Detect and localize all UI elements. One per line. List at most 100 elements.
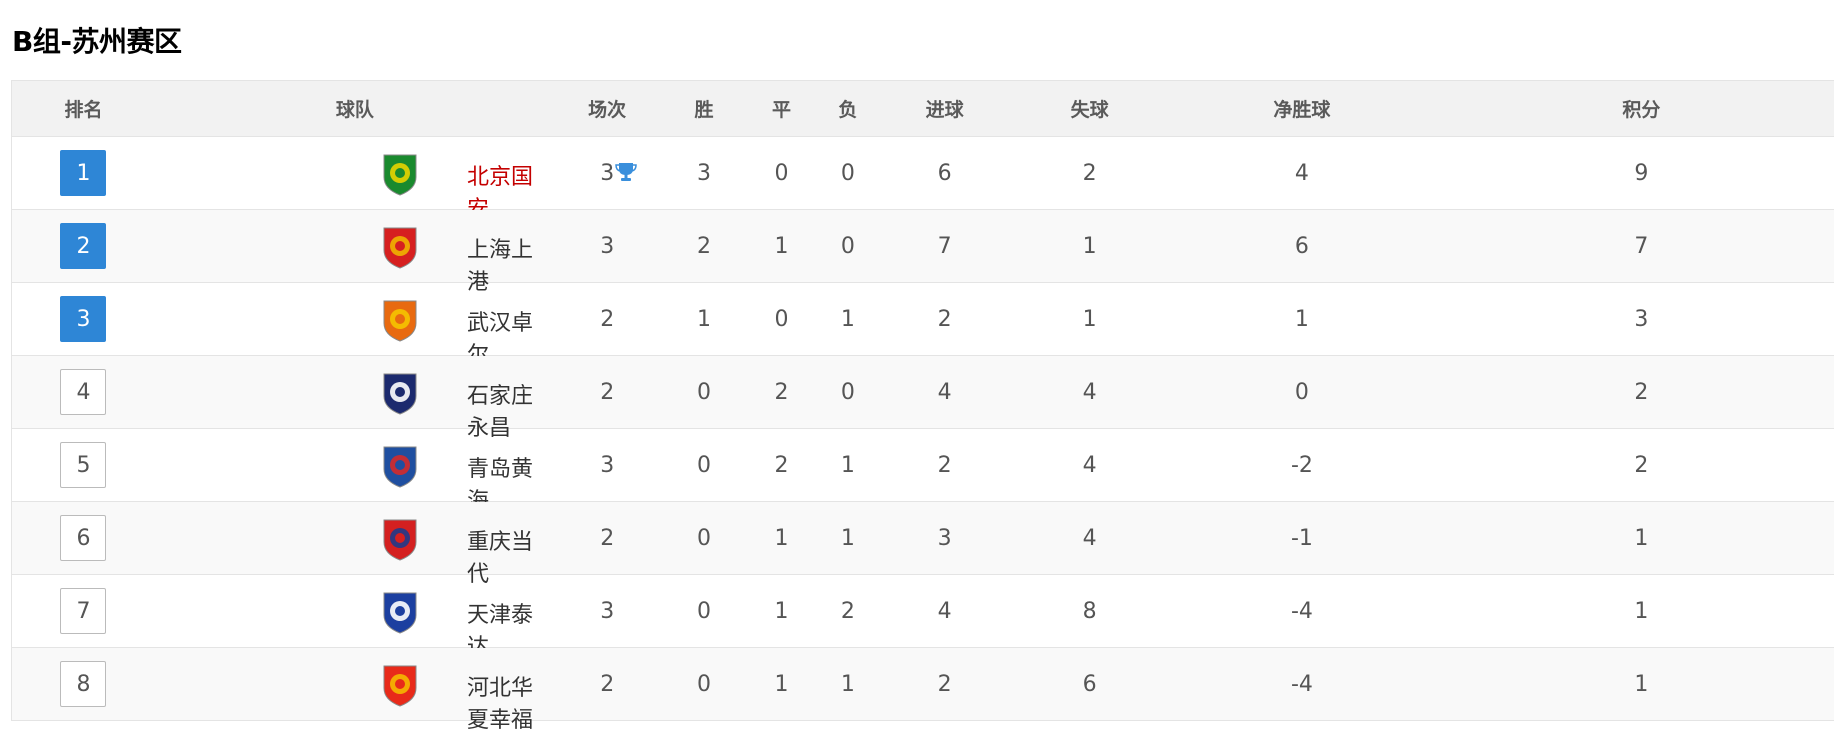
wins-cell: 0 — [659, 574, 749, 648]
draws-cell: 1 — [748, 647, 815, 721]
rank-cell: 1 — [11, 136, 155, 210]
goal-difference-cell: -4 — [1171, 574, 1433, 648]
rank-cell: 6 — [11, 501, 155, 575]
played-cell: 2 — [554, 355, 660, 429]
qingdao-huanghai-logo-icon — [383, 446, 417, 488]
rank-badge: 4 — [60, 369, 107, 415]
header-played[interactable]: 场次 — [554, 80, 660, 137]
header-points[interactable]: 积分 — [1432, 80, 1834, 137]
goals-against-cell: 1 — [1008, 282, 1172, 356]
goal-difference-cell: -2 — [1171, 428, 1433, 502]
goals-against-cell: 4 — [1008, 355, 1172, 429]
header-goals-for[interactable]: 进球 — [881, 80, 1009, 137]
draws-cell: 1 — [748, 501, 815, 575]
table-row[interactable]: 6 重庆当代 2 0 1 1 3 4 -1 1 — [11, 501, 1834, 587]
points-cell: 2 — [1432, 428, 1834, 502]
team-cell: 上海上港 — [154, 209, 555, 295]
rank-badge: 3 — [60, 296, 107, 342]
points-cell: 3 — [1432, 282, 1834, 356]
points-cell: 1 — [1432, 501, 1834, 575]
trophy-icon — [615, 163, 637, 181]
goals-against-cell: 4 — [1008, 501, 1172, 575]
header-goal-difference[interactable]: 净胜球 — [1171, 80, 1433, 137]
header-goals-against[interactable]: 失球 — [1008, 80, 1172, 137]
goals-against-cell: 2 — [1008, 136, 1172, 210]
page-title: B组-苏州赛区 — [12, 25, 182, 58]
goal-difference-cell: -4 — [1171, 647, 1433, 721]
points-cell: 9 — [1432, 136, 1834, 210]
losses-cell: 0 — [814, 136, 882, 210]
draws-cell: 0 — [748, 282, 815, 356]
played-cell: 2 — [554, 647, 660, 721]
header-rank[interactable]: 排名 — [11, 80, 155, 137]
rank-badge: 2 — [60, 223, 107, 269]
rank-cell: 2 — [11, 209, 155, 283]
header-losses[interactable]: 负 — [814, 80, 882, 137]
rank-cell: 4 — [11, 355, 155, 429]
draws-cell: 1 — [748, 209, 815, 283]
wins-cell: 3 — [659, 136, 749, 210]
shanghai-sipg-logo-icon — [383, 227, 417, 269]
points-cell: 1 — [1432, 647, 1834, 721]
goal-difference-cell: -1 — [1171, 501, 1433, 575]
goals-for-cell: 6 — [881, 136, 1009, 210]
rank-cell: 3 — [11, 282, 155, 356]
team-cell: 天津泰达 — [154, 574, 555, 660]
team-cell: 河北华夏幸福 — [154, 647, 555, 733]
header-draws[interactable]: 平 — [748, 80, 815, 137]
header-wins[interactable]: 胜 — [659, 80, 749, 137]
goals-against-cell: 1 — [1008, 209, 1172, 283]
draws-cell: 0 — [748, 136, 815, 210]
draws-cell: 2 — [748, 428, 815, 502]
losses-cell: 1 — [814, 282, 882, 356]
team-cell: 重庆当代 — [154, 501, 555, 587]
tianjin-teda-logo-icon — [383, 592, 417, 634]
goals-for-cell: 4 — [881, 574, 1009, 648]
goal-difference-cell: 4 — [1171, 136, 1433, 210]
goals-for-cell: 2 — [881, 647, 1009, 721]
points-cell: 7 — [1432, 209, 1834, 283]
wins-cell: 0 — [659, 355, 749, 429]
goals-for-cell: 4 — [881, 355, 1009, 429]
played-cell: 3 — [554, 574, 660, 648]
losses-cell: 2 — [814, 574, 882, 648]
played-cell: 3 — [554, 428, 660, 502]
wuhan-zall-logo-icon — [383, 300, 417, 342]
header-team[interactable]: 球队 — [154, 80, 555, 137]
goal-difference-cell: 1 — [1171, 282, 1433, 356]
team-cell: 石家庄永昌 — [154, 355, 555, 441]
losses-cell: 0 — [814, 209, 882, 283]
losses-cell: 1 — [814, 428, 882, 502]
goals-for-cell: 7 — [881, 209, 1009, 283]
table-row[interactable]: 8 河北华夏幸福 2 0 1 1 2 6 -4 1 — [11, 647, 1834, 733]
points-cell: 1 — [1432, 574, 1834, 648]
rank-cell: 7 — [11, 574, 155, 648]
team-cell: 武汉卓尔 — [154, 282, 555, 368]
rank-cell: 8 — [11, 647, 155, 721]
draws-cell: 2 — [748, 355, 815, 429]
goals-for-cell: 2 — [881, 428, 1009, 502]
losses-cell: 1 — [814, 501, 882, 575]
rank-badge: 1 — [60, 150, 107, 196]
beijing-guoan-logo-icon — [383, 154, 417, 196]
rank-badge: 7 — [60, 588, 107, 634]
draws-cell: 1 — [748, 574, 815, 648]
played-cell: 2 — [554, 282, 660, 356]
played-cell: 3 — [554, 136, 660, 210]
goals-against-cell: 6 — [1008, 647, 1172, 721]
team-name-link[interactable]: 河北华夏幸福 — [466, 676, 533, 733]
header-row: 排名 球队 场次胜平负进球 失球 净胜球 积分 — [11, 80, 1834, 137]
goals-against-cell: 4 — [1008, 428, 1172, 502]
rank-badge: 8 — [60, 661, 107, 707]
goals-for-cell: 2 — [881, 282, 1009, 356]
team-cell: 北京国安 — [154, 136, 637, 222]
goals-against-cell: 8 — [1008, 574, 1172, 648]
points-cell: 2 — [1432, 355, 1834, 429]
